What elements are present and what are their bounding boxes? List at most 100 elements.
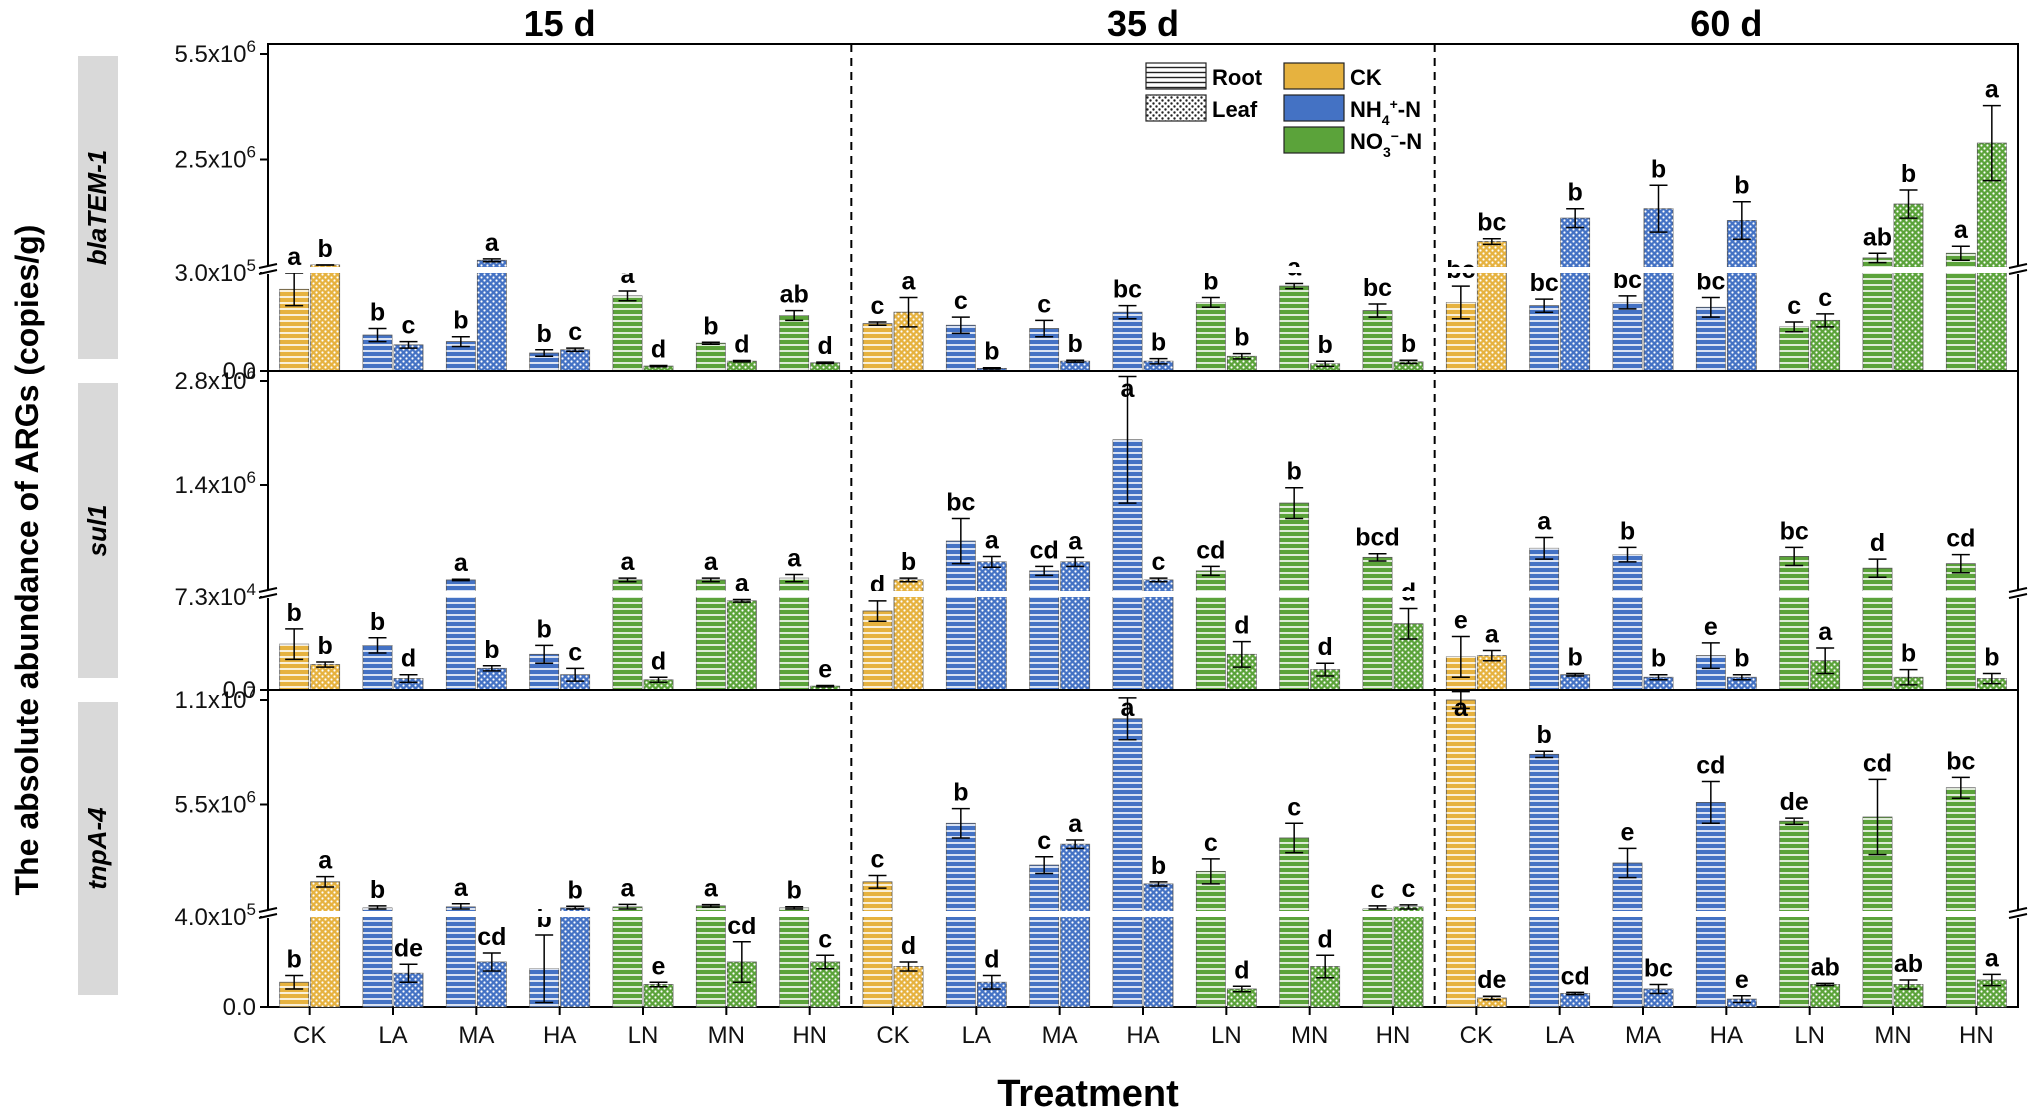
root-bar-group: d [862, 571, 893, 691]
significance-label: e [652, 952, 666, 980]
leaf-bar-pattern [310, 265, 340, 371]
leaf-bar-pattern [1310, 669, 1340, 690]
legend-ck-label: CK [1350, 65, 1382, 90]
root-bar-pattern [1279, 286, 1309, 371]
leaf-bar-group: d [1310, 633, 1341, 691]
gene-label: tnpA-4 [82, 807, 112, 890]
root-bar-group: cd [1029, 536, 1060, 691]
leaf-bar-pattern [394, 344, 423, 371]
significance-label: a [621, 548, 636, 576]
leaf-bar-pattern [560, 674, 590, 690]
root-bar-group: a [695, 548, 726, 691]
root-bar-group: b [1612, 517, 1643, 691]
root-bar-group: c [1029, 290, 1060, 372]
leaf-bar-pattern [560, 349, 590, 371]
axis-break-gap [2012, 910, 2024, 918]
x-tick-label: LN [1211, 1022, 1242, 1049]
leaf-bar-group: d [643, 647, 674, 691]
root-bar-pattern [1613, 863, 1642, 1007]
x-tick-label: HA [1710, 1022, 1743, 1049]
significance-label: b [1734, 172, 1749, 200]
leaf-bar-group: b [1726, 172, 1757, 372]
root-bar-group: bcd [1355, 524, 1400, 691]
significance-label: c [1037, 827, 1051, 855]
root-bar-group: b [362, 299, 393, 372]
leaf-bar-pattern [1894, 984, 1923, 1007]
significance-label: d [1870, 529, 1885, 557]
significance-label: a [1121, 375, 1136, 403]
root-bar-group: b [362, 608, 393, 691]
axis-break-mark [258, 269, 278, 275]
root-bar-group: a [612, 548, 643, 691]
leaf-bar-pattern [1560, 218, 1590, 371]
y-tick-label: 5.5x106 [174, 788, 256, 819]
root-bar-group: cd [1945, 525, 1976, 691]
leaf-bar-group: b [1060, 330, 1091, 372]
axis-break-mark [258, 913, 278, 919]
significance-label: a [1068, 527, 1083, 555]
significance-label: b [1651, 155, 1666, 183]
significance-label: b [1620, 517, 1635, 545]
significance-label: a [1485, 621, 1500, 649]
leaf-bar-pattern [1060, 844, 1090, 1007]
root-bar-pattern [446, 579, 476, 690]
significance-label: c [1371, 876, 1385, 904]
root-bar-group: bc [1612, 266, 1643, 372]
leaf-bar-pattern [644, 984, 673, 1007]
leaf-bar-group: c [810, 925, 841, 1008]
significance-label: cd [1946, 525, 1975, 553]
x-tick-label: MA [458, 1022, 494, 1049]
significance-label: a [735, 570, 750, 598]
root-bar-pattern [863, 611, 892, 690]
y-tick-label: 7.3x104 [174, 580, 256, 611]
leaf-bar-group: a [1060, 527, 1091, 691]
leaf-bar-pattern [727, 600, 757, 690]
root-bar-group: bc [1362, 274, 1393, 372]
leaf-bar-pattern [1060, 561, 1090, 690]
leaf-bar-group: c [560, 318, 591, 372]
significance-label: b [1318, 331, 1333, 359]
significance-label: b [703, 312, 718, 340]
root-bar-group: a [1529, 507, 1560, 691]
significance-label: b [1401, 330, 1416, 358]
root-bar-pattern [779, 907, 809, 1007]
axis-break-mark [2008, 263, 2028, 269]
leaf-bar-group: cd [1560, 962, 1591, 1008]
leaf-bar-group: b [310, 632, 341, 691]
axis-break-mark [258, 593, 278, 599]
root-bar-group: a [445, 874, 476, 1008]
significance-label: b [1287, 458, 1302, 486]
leaf-bar-pattern [1810, 984, 1840, 1007]
root-bar-group: b [779, 877, 810, 1008]
significance-label: b [1068, 330, 1083, 358]
root-bar-pattern [613, 579, 642, 690]
root-bar-group: e [1445, 606, 1476, 691]
root-bar-group: b [1529, 721, 1560, 1008]
significance-label: b [370, 299, 385, 327]
significance-label: b [287, 946, 302, 974]
root-bar-group: cd [1695, 752, 1726, 1008]
axis-break-band [269, 591, 2017, 597]
gene-label: blaTEM-1 [82, 150, 112, 266]
significance-label: c [954, 287, 968, 315]
y-axis-label: The absolute abundance of ARGs (copies/g… [9, 225, 45, 896]
x-tick-label: LA [378, 1022, 407, 1049]
leaf-bar-group: b [1643, 155, 1674, 372]
root-bar-group: ab [779, 281, 810, 372]
significance-label: b [1151, 329, 1166, 357]
legend-no3-label: NO3−-N [1350, 128, 1422, 160]
root-bar-pattern [1113, 718, 1142, 1007]
root-bar-pattern [1863, 257, 1892, 371]
significance-label: b [1568, 643, 1583, 671]
leaf-bar-group: a [1976, 76, 2007, 372]
root-bar-pattern [1863, 568, 1892, 690]
significance-label: d [401, 645, 416, 673]
root-bar-group: b [362, 876, 393, 1008]
significance-label: cd [1196, 536, 1225, 564]
x-tick-label: CK [876, 1022, 909, 1049]
significance-label: de [1780, 788, 1809, 816]
significance-label: a [621, 874, 636, 902]
root-bar-group: a [612, 261, 643, 372]
significance-label: b [484, 636, 499, 664]
leaf-bar-group: a [1060, 810, 1091, 1008]
